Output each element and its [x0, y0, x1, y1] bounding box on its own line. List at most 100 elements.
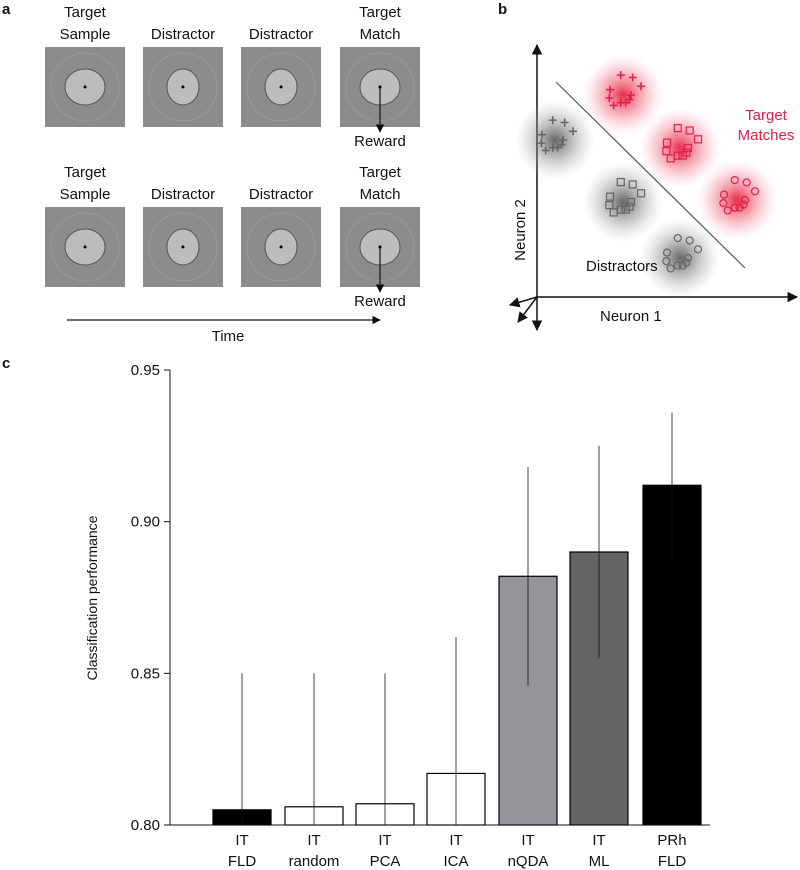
- x-tick-label: IT: [307, 832, 320, 849]
- cluster-marker: [678, 151, 687, 160]
- stimulus-ring: [246, 212, 316, 282]
- cluster-marker: [719, 190, 729, 199]
- fixation-dot: [279, 245, 283, 249]
- stimulus-ring: [50, 52, 120, 122]
- y-tick-label: 0.90: [131, 514, 160, 531]
- y-axis-label: Classification performance: [84, 515, 100, 680]
- stimulus-ring: [148, 52, 218, 122]
- cluster-marker: [678, 261, 687, 270]
- cluster-marker: [621, 205, 630, 214]
- cluster-marker: [730, 176, 739, 185]
- cluster-glow: [697, 160, 777, 240]
- panel-label: a: [2, 1, 11, 18]
- cluster-glow: [583, 162, 663, 242]
- cluster-marker: [730, 203, 739, 212]
- frame-label: Distractor: [249, 186, 313, 203]
- x-tick-label: IT: [378, 832, 391, 849]
- cluster-marker: [719, 199, 728, 208]
- cluster-marker: [616, 71, 625, 80]
- cluster-marker: [636, 189, 646, 198]
- cluster-marker: [538, 130, 547, 139]
- frame-label: Sample: [60, 26, 111, 43]
- reward-label: Reward: [354, 293, 406, 310]
- fixation-dot: [83, 245, 87, 249]
- panel-label: c: [2, 355, 10, 372]
- cluster-marker: [560, 118, 569, 127]
- cluster-marker: [541, 146, 550, 155]
- cluster-marker: [742, 178, 751, 187]
- stimulus-ring: [246, 52, 316, 122]
- frame-label: Distractor: [151, 26, 215, 43]
- cluster-glow: [640, 108, 720, 188]
- cluster-marker: [548, 143, 557, 152]
- cluster-marker: [673, 234, 682, 243]
- x-tick-label: FLD: [228, 853, 257, 870]
- time-label: Time: [212, 328, 245, 345]
- x-tick-label: PCA: [370, 853, 401, 870]
- y-tick-label: 0.80: [131, 817, 160, 834]
- x-tick-label: ML: [589, 853, 610, 870]
- cluster-marker: [616, 205, 625, 214]
- cluster-marker: [685, 126, 694, 135]
- cluster-marker: [605, 94, 614, 103]
- y-axis-label: Neuron 2: [512, 199, 529, 261]
- y-tick-label: 0.95: [131, 362, 160, 379]
- cluster-marker: [750, 187, 760, 196]
- cluster-marker: [683, 253, 693, 263]
- distractor-label: Distractors: [586, 258, 658, 275]
- cluster-marker: [559, 136, 567, 144]
- x-axis-label: Neuron 1: [600, 308, 662, 325]
- stimulus-ring: [148, 212, 218, 282]
- cluster-marker: [683, 143, 693, 153]
- frame-label: Target: [359, 164, 402, 181]
- cluster-marker: [693, 135, 703, 144]
- cluster-marker: [685, 236, 694, 245]
- x-tick-label: FLD: [658, 853, 687, 870]
- cluster-marker: [627, 91, 635, 99]
- fixation-dot: [279, 85, 283, 89]
- cluster-marker: [548, 116, 557, 125]
- cluster-marker: [666, 264, 675, 273]
- cluster-marker: [735, 203, 744, 212]
- cluster-marker: [673, 261, 682, 270]
- frame-label: Match: [360, 186, 401, 203]
- cluster-marker: [662, 138, 672, 147]
- x-tick-label: IT: [235, 832, 248, 849]
- cluster-marker: [740, 195, 750, 205]
- cluster-marker: [626, 197, 636, 207]
- frame-label: Target: [359, 4, 402, 21]
- frame-label: Target: [64, 164, 107, 181]
- cluster-marker: [569, 127, 578, 136]
- fixation-dot: [181, 245, 185, 249]
- cluster-marker: [537, 139, 546, 148]
- frame-label: Distractor: [249, 26, 313, 43]
- cluster-marker: [662, 147, 671, 156]
- cluster-glow: [640, 218, 720, 298]
- cluster-marker: [723, 206, 732, 215]
- cluster-glow: [515, 100, 595, 180]
- cluster-marker: [605, 201, 614, 210]
- stimulus-ring: [50, 212, 120, 282]
- cluster-marker: [673, 124, 682, 133]
- frame-label: Match: [360, 26, 401, 43]
- x-tick-label: IT: [449, 832, 462, 849]
- cluster-marker: [628, 73, 637, 82]
- y-tick-label: 0.85: [131, 665, 160, 682]
- cluster-glow: [583, 55, 663, 135]
- cluster-marker: [637, 82, 646, 91]
- cluster-marker: [605, 192, 615, 201]
- cluster-marker: [662, 257, 671, 266]
- cluster-marker: [693, 245, 703, 254]
- target-label: Matches: [738, 127, 795, 144]
- cluster-marker: [616, 178, 625, 187]
- frame-label: Target: [64, 4, 107, 21]
- cluster-marker: [616, 98, 625, 107]
- x-tick-label: PRh: [657, 832, 686, 849]
- x-tick-label: ICA: [443, 853, 468, 870]
- cluster-marker: [609, 101, 618, 110]
- x-tick-label: nQDA: [508, 853, 549, 870]
- target-label: Target: [745, 107, 788, 124]
- panel-label: b: [498, 1, 507, 18]
- frame-label: Sample: [60, 186, 111, 203]
